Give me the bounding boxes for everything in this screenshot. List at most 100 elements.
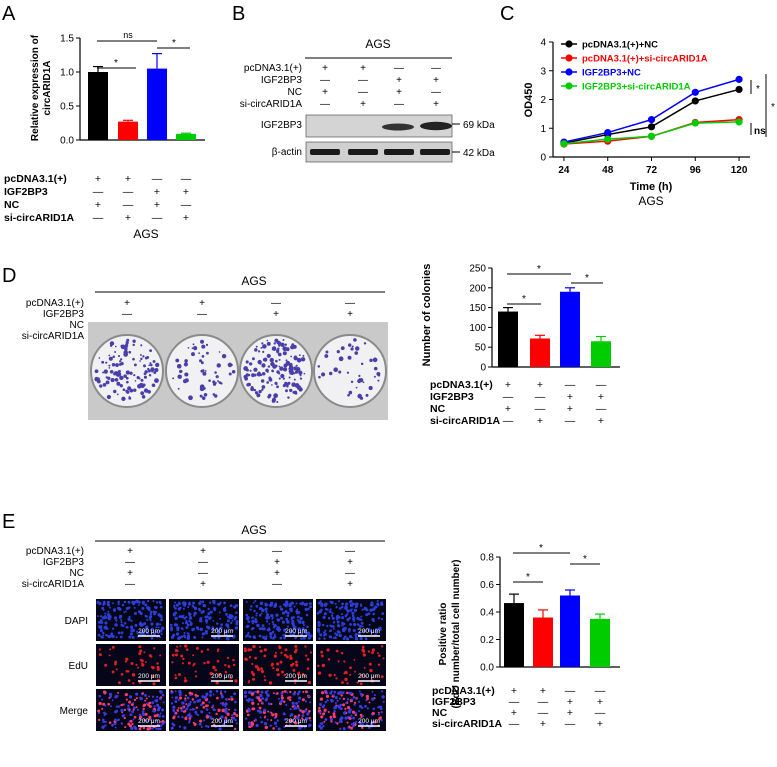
e-cell <box>174 607 177 610</box>
e-cell <box>376 599 379 603</box>
e-cell <box>195 675 198 678</box>
c-legend-label: pcDNA3.1(+)+NC <box>582 40 658 51</box>
e-cell <box>377 711 380 714</box>
e-cell <box>263 708 267 712</box>
e-cell <box>307 694 311 698</box>
e-row-sign: + <box>127 546 133 557</box>
e-cell <box>180 709 184 712</box>
e-scale-label: 200 μm <box>211 718 233 725</box>
e-cell <box>184 679 188 682</box>
d-colony <box>99 384 103 388</box>
e-cell <box>150 655 153 658</box>
e-cell <box>360 615 363 618</box>
e-cell <box>120 704 123 707</box>
c-xlabel: Time (h) <box>630 181 673 193</box>
e-cell <box>247 648 251 652</box>
e-cell <box>304 602 308 607</box>
d-x-row-sign: + <box>537 415 543 427</box>
d-colony <box>155 362 160 368</box>
d-row-sign: — <box>345 298 355 309</box>
e-cell <box>351 698 354 701</box>
d-colony <box>201 369 205 372</box>
e-scale-label: 200 μm <box>211 673 233 680</box>
e-cell <box>259 649 263 653</box>
c-point <box>647 132 656 140</box>
e-cell <box>230 695 233 699</box>
e-cell <box>158 600 162 604</box>
a-row-sign: + <box>154 199 160 211</box>
panel-letter-b: B <box>232 3 245 25</box>
e-cell <box>99 629 103 633</box>
e-scale-label: 200 μm <box>285 673 307 680</box>
e-cell <box>234 679 238 683</box>
e-cell <box>141 692 144 695</box>
e-cell <box>248 723 252 727</box>
e-cell <box>318 724 322 728</box>
e-cell <box>194 710 198 714</box>
e-cell <box>245 613 249 617</box>
c-xtick-label: 120 <box>731 165 748 176</box>
e-cell <box>289 698 292 702</box>
e-cell <box>225 633 228 636</box>
e-cell <box>289 708 292 711</box>
c-xtick-label: 24 <box>558 165 570 176</box>
d-colony <box>119 375 124 381</box>
d-colony <box>187 346 190 349</box>
e-cell <box>152 600 155 603</box>
e-cell <box>200 725 203 728</box>
e-cell <box>188 603 191 606</box>
e-cell <box>194 693 198 697</box>
e-cell <box>170 628 173 632</box>
e-cell <box>247 620 251 623</box>
e-cell <box>138 652 142 656</box>
e-cell <box>276 692 279 695</box>
e-cell <box>277 697 281 700</box>
e-cell <box>155 601 159 604</box>
e-cell <box>358 690 361 693</box>
e-cell <box>289 690 292 694</box>
b-row-sign: — <box>320 99 330 110</box>
a-bar <box>118 121 138 140</box>
d-colony <box>215 375 219 379</box>
e-cell <box>275 668 280 672</box>
e-cell <box>318 706 321 710</box>
e-cell <box>243 694 248 698</box>
e-cell <box>155 626 158 629</box>
d-colony <box>109 341 115 346</box>
e-cell <box>106 602 110 606</box>
e-cell <box>174 712 178 715</box>
d-colony <box>123 350 128 355</box>
e-cell <box>332 628 335 630</box>
a-ytick-label: 0.0 <box>60 136 74 147</box>
e-cell <box>129 713 133 717</box>
d-colony <box>282 339 285 341</box>
d-colony <box>128 397 132 400</box>
e-cell <box>213 636 217 640</box>
e-cell <box>301 627 305 630</box>
e-cell <box>97 615 100 618</box>
e-cell <box>353 701 357 704</box>
e-cell <box>234 718 237 722</box>
b-row-sign: — <box>431 63 441 74</box>
e-cell <box>138 681 142 684</box>
e-cell <box>263 654 267 658</box>
d-ytick-label: 200 <box>469 283 486 294</box>
e-cell <box>219 692 223 695</box>
panel-letter-c: C <box>500 3 514 25</box>
c-sig-ns: ns <box>754 126 766 137</box>
d-colony <box>140 357 143 361</box>
e-cell <box>230 721 233 723</box>
e-ytick-label: 0.0 <box>480 663 494 674</box>
a-row-sign: + <box>154 186 160 198</box>
e-cell <box>349 599 353 603</box>
e-x-row-label: NC <box>432 707 448 719</box>
e-cell <box>174 601 177 604</box>
e-cell <box>193 635 197 639</box>
e-row-sign: + <box>200 546 206 557</box>
e-cell <box>226 656 230 660</box>
e-cell <box>120 722 123 725</box>
d-colony <box>245 373 250 377</box>
e-cell <box>370 720 374 724</box>
e-cell <box>224 710 228 714</box>
d-x-row-sign: — <box>596 403 607 415</box>
